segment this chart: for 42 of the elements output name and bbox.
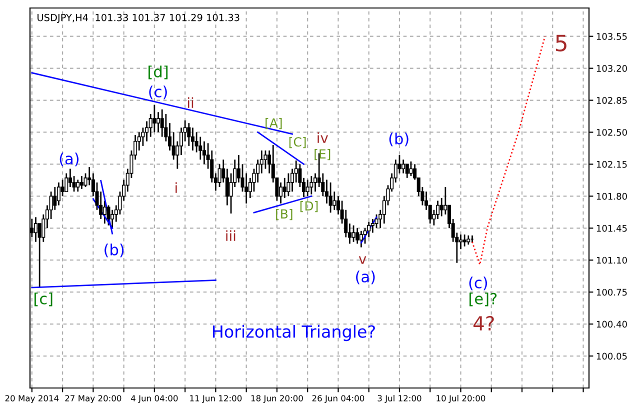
annotation: [e]?	[470, 292, 497, 306]
annotation: (a)	[356, 270, 375, 284]
y-tick-label: 101.45	[596, 224, 627, 232]
annotation: [E]	[314, 148, 330, 160]
y-tick-label: 103.20	[596, 65, 627, 72]
x-tick-label: 26 Jun 04:00	[312, 395, 364, 403]
annotation: ii	[188, 97, 194, 108]
y-tick-label: 101.10	[596, 256, 627, 264]
x-tick-label: 4 Jun 04:00	[131, 395, 178, 403]
y-tick-label: 102.50	[596, 128, 627, 136]
annotation: (c)	[149, 86, 167, 100]
y-tick-label: 102.85	[596, 96, 627, 104]
annotation: [A]	[266, 118, 282, 130]
annotation: Horizontal Triangle?	[213, 324, 375, 342]
x-tick-label: 3 Jul 12:00	[378, 394, 422, 403]
y-tick-label: 100.05	[596, 352, 627, 360]
annotation: [c]	[34, 292, 52, 306]
annotation: [C]	[289, 136, 306, 148]
y-tick-label: 100.75	[596, 288, 627, 296]
annotation: i	[176, 182, 177, 193]
annotation: iv	[318, 132, 328, 143]
annotation: v	[358, 256, 366, 264]
annotation: 4?	[473, 316, 494, 330]
x-tick-label: 27 May 20:00	[65, 395, 122, 404]
x-tick-label: 11 Jun 12:00	[190, 395, 242, 403]
x-tick-label: 18 Jun 20:00	[251, 395, 303, 403]
x-tick-label: 20 May 2014	[5, 395, 59, 404]
x-tick-label: 10 Jul 20:00	[436, 394, 486, 403]
y-tick-label: 101.80	[596, 192, 627, 200]
y-tick-label: 103.55	[596, 33, 627, 40]
annotation: (c)	[469, 276, 488, 290]
annotation: (b)	[389, 132, 408, 146]
annotation: iii	[226, 230, 236, 241]
annotation: (a)	[60, 152, 79, 166]
annotation: [D]	[300, 200, 318, 212]
y-tick-label: 100.40	[596, 320, 627, 328]
text: USDJPY,H4 101.33 101.37 101.29 101.33	[38, 14, 240, 24]
annotation: [d]	[148, 66, 168, 80]
annotation: [B]	[276, 208, 292, 220]
annotation: (b)	[104, 244, 124, 258]
annotation: 5	[556, 34, 566, 52]
y-tick-label: 102.15	[596, 160, 627, 168]
